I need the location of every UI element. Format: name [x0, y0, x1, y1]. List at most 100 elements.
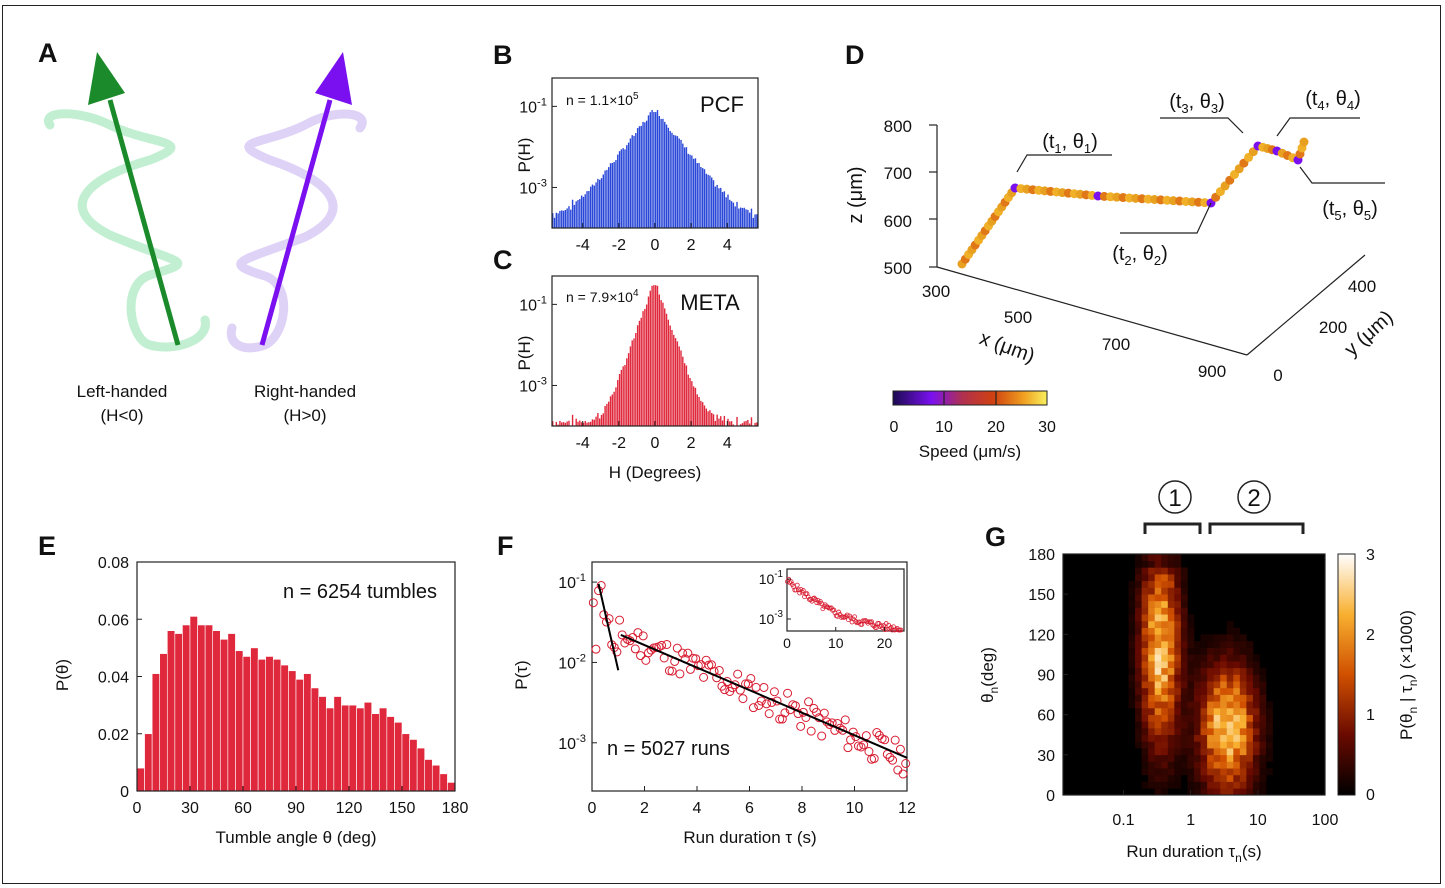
heatmap-cell [1259, 788, 1267, 796]
x-tick-label: -4 [576, 435, 590, 452]
data-point [701, 655, 711, 665]
heatmap-cell [1154, 728, 1162, 736]
histogram-bar [712, 414, 715, 426]
heatmap-cell [1194, 687, 1201, 695]
heatmap-cell [1213, 681, 1221, 689]
heatmap-cell [1233, 707, 1241, 715]
heatmap-cell [1259, 748, 1267, 756]
g-region-circle-2 [1237, 480, 1271, 514]
panel-d-trajectory: 800 700 600 500 300 500 700 900 400 200 … [845, 88, 1398, 461]
heatmap-cell [1180, 754, 1188, 762]
heatmap-cell [1161, 788, 1169, 796]
histogram-bar [680, 139, 682, 228]
heatmap-cell [1135, 607, 1142, 615]
heatmap-cell [1167, 634, 1175, 642]
heatmap-cell [1135, 634, 1142, 642]
heatmap-cell [1174, 681, 1182, 689]
data-point [678, 648, 688, 658]
heatmap-cell [1141, 768, 1149, 776]
heatmap-cell [1226, 748, 1234, 756]
histogram-bar [667, 127, 670, 228]
heatmap-cell [1154, 761, 1162, 769]
heatmap-cell [1207, 674, 1214, 682]
heatmap-cell [1135, 721, 1142, 729]
heatmap-cell [1148, 580, 1155, 588]
heatmap-cell [1226, 728, 1234, 736]
heatmap-cell [1233, 714, 1241, 722]
histogram-bar [629, 138, 632, 228]
histogram-bar [593, 185, 595, 228]
heatmap-cell [1167, 754, 1175, 762]
inset-point [811, 595, 817, 601]
heatmap-cell [1167, 734, 1175, 742]
heatmap-cell [1220, 661, 1228, 669]
g-cb-tick-0: 0 [1366, 787, 1375, 804]
heatmap-cell [1246, 728, 1254, 736]
histogram-bar [642, 311, 644, 426]
heatmap-cell [1220, 681, 1228, 689]
heatmap-cell [1148, 674, 1155, 682]
heatmap-cell [1148, 667, 1155, 675]
heatmap-cell [1180, 741, 1188, 749]
heatmap-cell [1246, 721, 1254, 729]
histogram-bar [730, 421, 733, 426]
heatmap-cell [1259, 774, 1267, 782]
heatmap-cell [1233, 721, 1241, 729]
heatmap-cell [1141, 667, 1149, 675]
histogram-bar [584, 420, 586, 426]
inset-x-tick-label: 20 [877, 635, 893, 651]
histogram-bar [683, 363, 686, 426]
data-point [675, 669, 685, 679]
heatmap-cell [1213, 741, 1221, 749]
heatmap-cell [1167, 748, 1175, 756]
heatmap-cell [1233, 781, 1241, 789]
heatmap-cell [1154, 734, 1162, 742]
data-point [596, 580, 606, 590]
heatmap-cell [1259, 741, 1267, 749]
heatmap-cell [1148, 714, 1155, 722]
heatmap-cell [1161, 707, 1169, 715]
data-point [780, 708, 790, 718]
histogram-bar [676, 341, 679, 426]
heatmap-cell [1233, 681, 1241, 689]
histogram-bar [647, 115, 650, 228]
heatmap-cell [1141, 567, 1149, 575]
histogram-bar [665, 313, 668, 426]
heatmap-cell [1167, 647, 1175, 655]
heatmap-cell [1167, 741, 1175, 749]
heatmap-cell [1200, 734, 1208, 742]
heatmap-cell [1128, 580, 1136, 588]
heatmap-cell [1187, 728, 1195, 736]
heatmap-cell [1259, 754, 1267, 762]
heatmap-cell [1135, 674, 1142, 682]
data-point [636, 651, 646, 661]
histogram-bar [622, 148, 624, 228]
data-point [895, 744, 905, 754]
d-colorbar [892, 390, 1048, 406]
heatmap-cell [1161, 701, 1169, 709]
d-cb-tick-30: 30 [1038, 419, 1056, 436]
inset-point [813, 597, 818, 602]
heatmap-cell [1141, 594, 1149, 602]
heatmap-cell [1128, 594, 1136, 602]
heatmap-cell [1200, 714, 1208, 722]
heatmap-cell [1141, 728, 1149, 736]
heatmap-cell [1135, 714, 1142, 722]
data-point [617, 630, 627, 640]
histogram-bar [732, 424, 735, 426]
heatmap-cell [1141, 714, 1149, 722]
heatmap-cell [1141, 674, 1149, 682]
panel-c-ticks: -4 -2 0 2 4 10-1 10-3 [519, 294, 732, 452]
histogram-bar [721, 191, 724, 228]
heatmap-cell [1148, 600, 1155, 608]
panel-label-a: A [38, 38, 58, 68]
heatmap-cell [1161, 694, 1169, 702]
inset-point [805, 594, 811, 600]
inset-point [798, 587, 804, 592]
heatmap-cell [1180, 768, 1188, 776]
heatmap-cell [1226, 734, 1234, 742]
heatmap-cell [1246, 761, 1254, 769]
inset-point [844, 612, 850, 618]
heatmap-cell [1148, 567, 1155, 575]
